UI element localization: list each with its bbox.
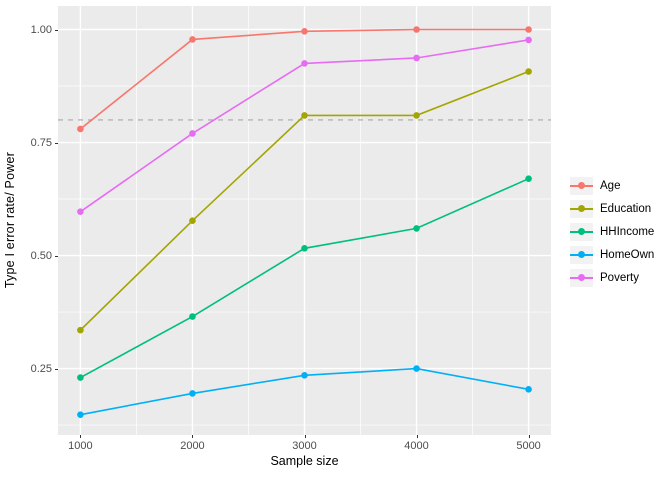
data-point-homeown: [189, 390, 196, 397]
legend-label: HHIncome: [600, 225, 655, 238]
legend-key-dot: [578, 205, 585, 212]
data-point-age: [189, 36, 196, 43]
y-tick-mark: [55, 255, 58, 257]
legend-key-dot: [578, 274, 585, 281]
legend-label: HomeOwn: [600, 248, 655, 261]
legend-key-icon: [570, 199, 593, 218]
legend-item-education: Education: [570, 197, 670, 220]
y-tick-mark: [55, 142, 58, 144]
data-point-age: [301, 28, 308, 35]
data-point-age: [413, 26, 420, 33]
legend-key-icon: [570, 245, 593, 264]
data-point-poverty: [525, 36, 532, 44]
x-tick-mark: [192, 435, 194, 438]
data-point-hhincome: [77, 374, 84, 381]
data-point-education: [301, 112, 308, 119]
data-point-homeown: [525, 386, 532, 393]
data-point-hhincome: [189, 313, 196, 320]
data-point-poverty: [189, 130, 196, 137]
x-axis-title: Sample size: [270, 454, 339, 468]
x-tick-mark: [80, 435, 82, 438]
data-point-poverty: [77, 208, 84, 215]
legend-key-dot: [578, 182, 585, 189]
y-tick-mark: [55, 368, 58, 370]
legend-key-dot: [578, 251, 585, 258]
x-tick-label: 2000: [180, 440, 205, 452]
data-point-education: [189, 217, 196, 225]
legend-key-dot: [578, 228, 585, 235]
x-tick-mark: [304, 435, 306, 438]
plot-panel: [58, 6, 551, 435]
data-point-hhincome: [413, 225, 420, 232]
x-tick-label: 5000: [516, 440, 541, 452]
legend-label: Education: [600, 202, 652, 215]
legend-item-age: Age: [570, 174, 670, 197]
data-point-homeown: [77, 411, 84, 418]
x-tick-mark: [528, 435, 530, 438]
data-point-age: [525, 26, 532, 33]
plot-area: [58, 6, 551, 435]
data-point-hhincome: [301, 245, 308, 252]
data-point-poverty: [301, 60, 308, 67]
x-tick-label: 3000: [292, 440, 317, 452]
legend: Age Education HHIncome HomeOwn Poverty: [570, 174, 670, 289]
data-point-hhincome: [525, 175, 532, 182]
legend-item-hhincome: HHIncome: [570, 220, 670, 243]
x-tick-label: 1000: [68, 440, 93, 452]
data-point-education: [77, 326, 84, 334]
y-axis-title: Type I error rate/ Power: [3, 152, 17, 289]
x-tick-label: 4000: [404, 440, 429, 452]
data-point-homeown: [413, 365, 420, 372]
data-point-homeown: [301, 372, 308, 379]
legend-key-icon: [570, 222, 593, 241]
x-tick-mark: [416, 435, 418, 438]
legend-label: Poverty: [600, 271, 639, 284]
legend-item-poverty: Poverty: [570, 266, 670, 289]
data-point-age: [77, 125, 84, 133]
legend-key-icon: [570, 268, 593, 287]
data-point-education: [525, 68, 532, 75]
legend-label: Age: [600, 179, 621, 192]
y-tick-label: 1.00: [30, 23, 52, 36]
data-point-poverty: [413, 54, 420, 62]
y-tick-label: 0.75: [30, 136, 52, 149]
data-point-education: [413, 112, 420, 119]
y-tick-label: 0.25: [30, 362, 52, 375]
y-tick-label: 0.50: [30, 249, 52, 262]
legend-key-icon: [570, 176, 593, 195]
y-tick-mark: [55, 29, 58, 31]
legend-item-homeown: HomeOwn: [570, 243, 670, 266]
